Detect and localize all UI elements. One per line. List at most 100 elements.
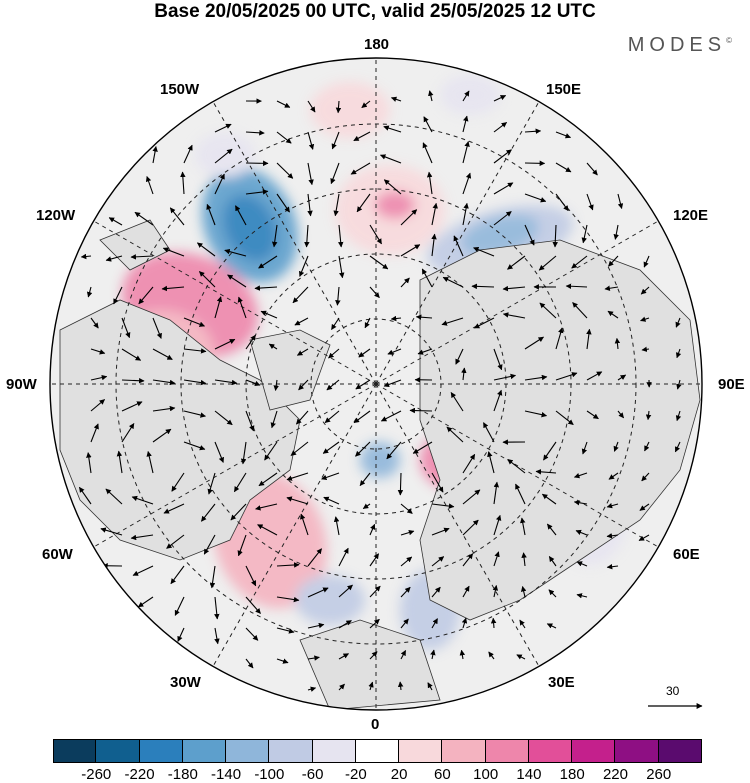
wind-arrow (586, 162, 598, 176)
wind-arrow (573, 472, 588, 479)
wind-arrow (145, 175, 154, 195)
wind-arrow (134, 211, 154, 226)
wind-arrow (539, 302, 557, 319)
wind-arrow (90, 423, 99, 443)
colorbar-tick-label: 60 (434, 766, 451, 783)
wind-arrow (369, 224, 382, 245)
wind-arrow (524, 193, 547, 203)
reference-vector-label: 30 (666, 684, 680, 698)
lon-label-150e: 150E (546, 81, 582, 98)
wind-arrow (493, 373, 517, 381)
wind-arrow (90, 317, 99, 329)
wind-arrow (442, 276, 464, 288)
meridian-line (212, 383, 377, 667)
wind-arrow (555, 410, 574, 426)
wind-arrow (586, 193, 594, 211)
wind-arrow (493, 211, 512, 226)
wind-arrow (333, 516, 340, 536)
wind-arrow (379, 154, 402, 164)
colorbar-tick-label: 260 (646, 766, 672, 783)
wind-arrow (412, 441, 433, 454)
wind-arrow (645, 410, 652, 421)
wind-arrow (276, 562, 300, 568)
wind-arrow (161, 285, 185, 292)
wind-arrow (369, 255, 389, 270)
wind-arrow (524, 374, 548, 381)
wind-arrow (461, 617, 468, 629)
wind-arrow (369, 618, 380, 629)
wind-arrow (132, 565, 154, 576)
wind-arrow (237, 534, 247, 557)
wind-arrow (183, 410, 206, 418)
wind-arrow (640, 286, 650, 295)
wind-arrow (90, 374, 108, 381)
wind-arrow (473, 317, 495, 329)
wind-arrow (105, 255, 123, 262)
wind-arrow (383, 179, 402, 195)
colorbar-swatch (658, 739, 702, 763)
wind-arrow (535, 469, 557, 475)
wind-arrow (555, 193, 569, 212)
anomaly-blob (360, 442, 400, 478)
wind-arrow (237, 296, 247, 319)
wind-arrow (183, 441, 206, 451)
wind-arrow (441, 317, 464, 326)
colorbar-tick-label: 180 (559, 766, 585, 783)
wind-arrow (260, 310, 278, 319)
wind-arrow (604, 285, 619, 291)
colorbar-tick-label: -60 (301, 766, 324, 783)
wind-arrow (214, 173, 225, 195)
wind-arrow (214, 148, 233, 164)
wind-arrow (675, 317, 681, 328)
wind-arrow (613, 224, 619, 240)
wind-arrow (116, 450, 123, 474)
wind-arrow (255, 503, 278, 511)
wind-arrow (353, 410, 371, 424)
wind-arrow (390, 96, 402, 102)
wind-arrow (493, 389, 503, 412)
wind-arrow (675, 348, 682, 359)
wind-arrow (431, 556, 445, 567)
wind-arrow (369, 286, 380, 299)
wind-arrow (307, 655, 320, 661)
lon-label-90e: 90E (718, 376, 745, 393)
wind-arrow (586, 410, 599, 420)
wind-arrow (431, 586, 441, 598)
wind-arrow (431, 527, 450, 536)
wind-arrow (296, 348, 309, 356)
wind-arrow (224, 248, 247, 257)
wind-arrow (294, 317, 309, 326)
wind-arrow (245, 130, 265, 136)
lon-label-0: 0 (371, 716, 380, 733)
wind-arrow (121, 317, 131, 339)
wind-arrow (390, 315, 402, 322)
wind-arrow (307, 587, 329, 598)
wind-arrow (163, 503, 185, 514)
wind-arrow (400, 618, 409, 629)
wind-arrow (383, 125, 402, 133)
colorbar-swatch (182, 739, 227, 763)
wind-arrow (520, 517, 526, 536)
wind-arrow (572, 302, 588, 319)
wind-arrow (565, 283, 588, 289)
wind-arrow (328, 348, 340, 359)
wind-arrow (640, 316, 650, 322)
wind-arrow (400, 277, 410, 288)
colorbar-tick-label: -100 (254, 766, 285, 783)
meridian-line (375, 383, 659, 548)
wind-arrow (519, 619, 526, 629)
map-border (49, 57, 703, 711)
wind-arrow (286, 496, 309, 505)
wind-arrow (644, 441, 650, 452)
anomaly-blob (440, 75, 500, 115)
colorbar-tick-label: -220 (124, 766, 155, 783)
wind-arrow (586, 328, 592, 350)
wind-arrow (641, 346, 650, 353)
wind-arrow (575, 529, 588, 536)
wind-arrow (300, 513, 309, 536)
wind-arrow (333, 193, 340, 217)
wind-arrow (292, 286, 309, 304)
wind-arrow (307, 686, 317, 692)
wind-arrow (146, 450, 154, 474)
wind-arrow (183, 317, 206, 327)
